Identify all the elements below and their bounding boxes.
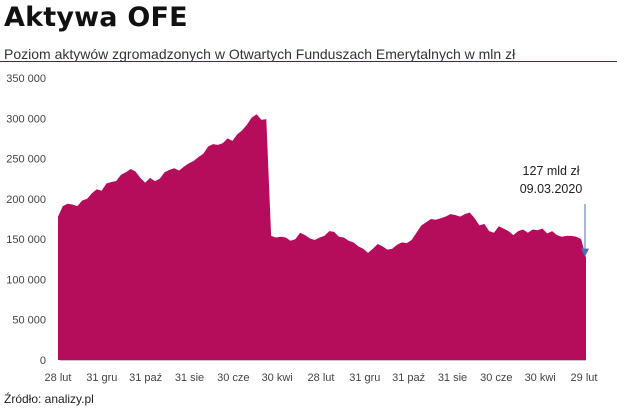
x-tick-label: 31 gru bbox=[86, 372, 117, 384]
series-area-fill bbox=[58, 114, 586, 360]
x-tick-label: 31 sie bbox=[175, 372, 204, 384]
annotation-value: 127 mld zł bbox=[523, 164, 580, 178]
subtitle-underline bbox=[0, 61, 617, 62]
y-tick-label: 50 000 bbox=[12, 315, 46, 327]
x-tick-label: 30 kwi bbox=[525, 372, 556, 384]
y-tick-label: 150 000 bbox=[6, 234, 46, 246]
x-tick-label: 31 gru bbox=[349, 372, 380, 384]
y-tick-label: 0 bbox=[40, 355, 46, 367]
annotation-arrow-head bbox=[581, 248, 589, 257]
annotation: 127 mld zł 09.03.2020 bbox=[520, 164, 589, 257]
x-tick-label: 30 kwi bbox=[262, 372, 293, 384]
source-note: Źródło: analizy.pl bbox=[4, 392, 94, 406]
x-tick-label: 31 paź bbox=[392, 372, 425, 384]
annotation-date: 09.03.2020 bbox=[520, 182, 583, 196]
x-tick-label: 31 sie bbox=[438, 372, 467, 384]
chart-subtitle: Poziom aktywów zgromadzonych w Otwartych… bbox=[4, 46, 516, 62]
y-tick-label: 250 000 bbox=[6, 154, 46, 166]
x-tick-label: 29 lut bbox=[571, 372, 598, 384]
chart-title: Aktywa OFE bbox=[4, 2, 188, 33]
x-tick-label: 28 lut bbox=[45, 372, 72, 384]
x-tick-label: 28 lut bbox=[308, 372, 335, 384]
series-area bbox=[58, 114, 586, 360]
x-tick-label: 30 cze bbox=[217, 372, 249, 384]
x-tick-label: 30 cze bbox=[480, 372, 512, 384]
x-axis: 28 lut 31 gru 31 paź 31 sie 30 cze 30 kwi 28 l… bbox=[45, 359, 598, 384]
y-axis: 0 50 000 100 000 150 000 200 000 250 000 300 0… bbox=[6, 73, 46, 367]
y-tick-label: 300 000 bbox=[6, 113, 46, 125]
y-tick-label: 200 000 bbox=[6, 194, 46, 206]
y-tick-label: 100 000 bbox=[6, 274, 46, 286]
x-tick-label: 31 paź bbox=[129, 372, 162, 384]
y-tick-label: 350 000 bbox=[6, 73, 46, 85]
